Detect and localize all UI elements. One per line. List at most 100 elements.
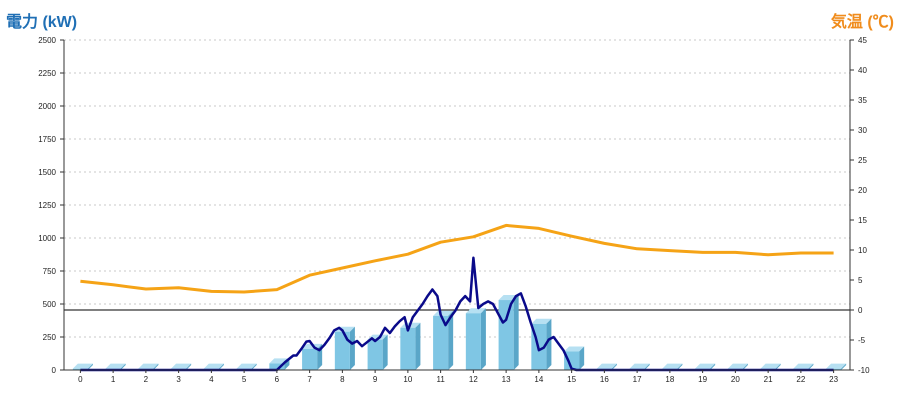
right-tick-label: 25 — [858, 156, 867, 165]
x-tick-label: 16 — [600, 375, 609, 384]
x-tick-label: 17 — [633, 375, 642, 384]
bar-top — [72, 363, 93, 369]
left-tick-label: 2250 — [38, 69, 56, 78]
bar-top — [203, 363, 224, 369]
x-tick-label: 3 — [176, 375, 181, 384]
x-tick-label: 12 — [469, 375, 478, 384]
bar-side — [448, 310, 454, 370]
x-tick-label: 18 — [665, 375, 674, 384]
left-tick-label: 1750 — [38, 135, 56, 144]
bar — [302, 348, 318, 370]
left-tick-label: 1250 — [38, 201, 56, 210]
bar — [826, 368, 842, 370]
bar — [334, 331, 350, 370]
bar-top — [662, 363, 683, 369]
bar-side — [480, 308, 486, 370]
x-tick-label: 10 — [403, 375, 412, 384]
grid-layer — [64, 39, 850, 338]
bar-side — [284, 358, 290, 370]
bar — [465, 313, 481, 370]
bar-top — [727, 363, 748, 369]
bar-top — [564, 346, 585, 352]
bar-side — [153, 363, 159, 370]
bar — [367, 339, 383, 370]
bar-top — [826, 363, 847, 369]
x-tick-label: 7 — [307, 375, 312, 384]
bar-side — [349, 326, 355, 370]
bar — [72, 368, 88, 370]
bar-side — [775, 363, 781, 370]
axis-layer: 2500225020001750150012501000750500250045… — [38, 36, 870, 384]
right-tick-label: -5 — [858, 336, 866, 345]
bar — [498, 300, 514, 370]
left-tick-label: 2000 — [38, 102, 56, 111]
temperature-line — [80, 223, 834, 294]
bar-side — [218, 363, 224, 370]
bar-side — [611, 363, 617, 370]
bar-top — [629, 363, 650, 369]
bar-top — [433, 310, 454, 316]
bar-side — [546, 318, 552, 370]
bar — [433, 315, 449, 370]
bar-top — [138, 363, 159, 369]
bar — [400, 327, 416, 370]
x-tick-label: 23 — [829, 375, 838, 384]
x-tick-label: 14 — [534, 375, 543, 384]
bar-side — [251, 363, 257, 370]
bar-top — [596, 363, 617, 369]
x-tick-label: 9 — [373, 375, 378, 384]
x-tick-label: 2 — [144, 375, 149, 384]
left-axis-title: 電力 (kW) — [6, 14, 78, 31]
right-tick-label: 30 — [858, 126, 867, 135]
bar-top — [105, 363, 126, 369]
left-tick-label: 750 — [43, 267, 57, 276]
x-tick-label: 15 — [567, 375, 576, 384]
bar — [564, 351, 580, 370]
bar-top — [531, 318, 552, 324]
x-tick-label: 0 — [78, 375, 83, 384]
bar-side — [644, 363, 650, 370]
x-tick-label: 21 — [764, 375, 773, 384]
right-tick-label: 15 — [858, 216, 867, 225]
left-tick-label: 500 — [43, 300, 57, 309]
bar-side — [677, 363, 683, 370]
bar-layer — [72, 295, 847, 370]
bar-top — [236, 363, 257, 369]
left-tick-label: 1500 — [38, 168, 56, 177]
right-tick-label: 0 — [858, 306, 863, 315]
bar-side — [808, 363, 814, 370]
bar-side — [382, 334, 388, 370]
right-tick-label: 35 — [858, 96, 867, 105]
x-tick-label: 5 — [242, 375, 247, 384]
right-tick-label: 10 — [858, 246, 867, 255]
x-tick-label: 22 — [796, 375, 805, 384]
x-tick-label: 19 — [698, 375, 707, 384]
x-tick-label: 11 — [436, 375, 445, 384]
bar-side — [513, 295, 519, 370]
x-tick-label: 20 — [731, 375, 740, 384]
bar-top — [465, 308, 486, 314]
left-tick-label: 0 — [52, 366, 57, 375]
x-tick-label: 6 — [275, 375, 280, 384]
right-axis-title: 気温 (℃) — [830, 14, 894, 31]
x-tick-label: 8 — [340, 375, 345, 384]
bar-side — [87, 363, 93, 370]
bar-top — [793, 363, 814, 369]
bar-top — [760, 363, 781, 369]
line-layer — [80, 223, 834, 372]
right-tick-label: 20 — [858, 186, 867, 195]
bar-top — [695, 363, 716, 369]
right-tick-label: 40 — [858, 66, 867, 75]
bar-side — [841, 363, 847, 370]
x-tick-label: 1 — [111, 375, 116, 384]
bar-side — [579, 346, 585, 370]
bar-side — [742, 363, 748, 370]
bar-top — [171, 363, 192, 369]
right-tick-label: 5 — [858, 276, 863, 285]
bar — [269, 363, 285, 370]
bar-side — [186, 363, 192, 370]
right-tick-label: 45 — [858, 36, 867, 45]
x-tick-label: 4 — [209, 375, 214, 384]
bar-side — [415, 322, 421, 370]
